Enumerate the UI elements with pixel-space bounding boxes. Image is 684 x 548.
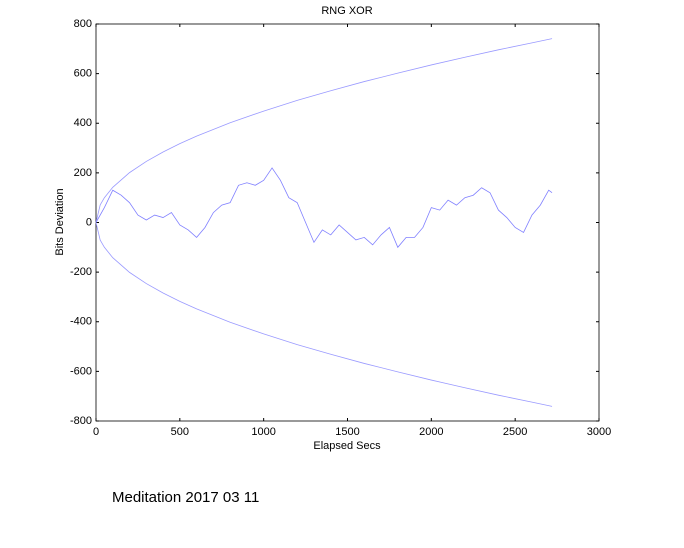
x-tick-label: 2500 (503, 426, 527, 438)
y-tick-label: -600 (70, 365, 92, 377)
data-line (95, 38, 553, 223)
y-tick-label: 200 (74, 167, 92, 179)
x-axis-label: Elapsed Secs (313, 440, 381, 452)
y-axis-label: Bits Deviation (54, 188, 66, 255)
x-tick-label: 2000 (419, 426, 443, 438)
y-tick-label: 400 (74, 117, 92, 129)
x-tick-label: 1000 (251, 426, 275, 438)
x-tick-label: 500 (171, 426, 189, 438)
y-tick-label: 0 (86, 216, 92, 228)
y-tick-label: 800 (74, 18, 92, 30)
data-line (95, 167, 553, 249)
y-tick-label: -200 (70, 266, 92, 278)
y-tick-label: 600 (74, 68, 92, 80)
data-line (95, 222, 553, 407)
x-tick-label: 0 (93, 426, 99, 438)
caption: Meditation 2017 03 11 (112, 489, 259, 506)
y-tick-label: -400 (70, 316, 92, 328)
plot-frame (95, 23, 600, 422)
x-tick-label: 1500 (335, 426, 359, 438)
chart-title: RNG XOR (321, 5, 372, 17)
y-tick-label: -800 (70, 415, 92, 427)
x-tick-label: 3000 (587, 426, 611, 438)
